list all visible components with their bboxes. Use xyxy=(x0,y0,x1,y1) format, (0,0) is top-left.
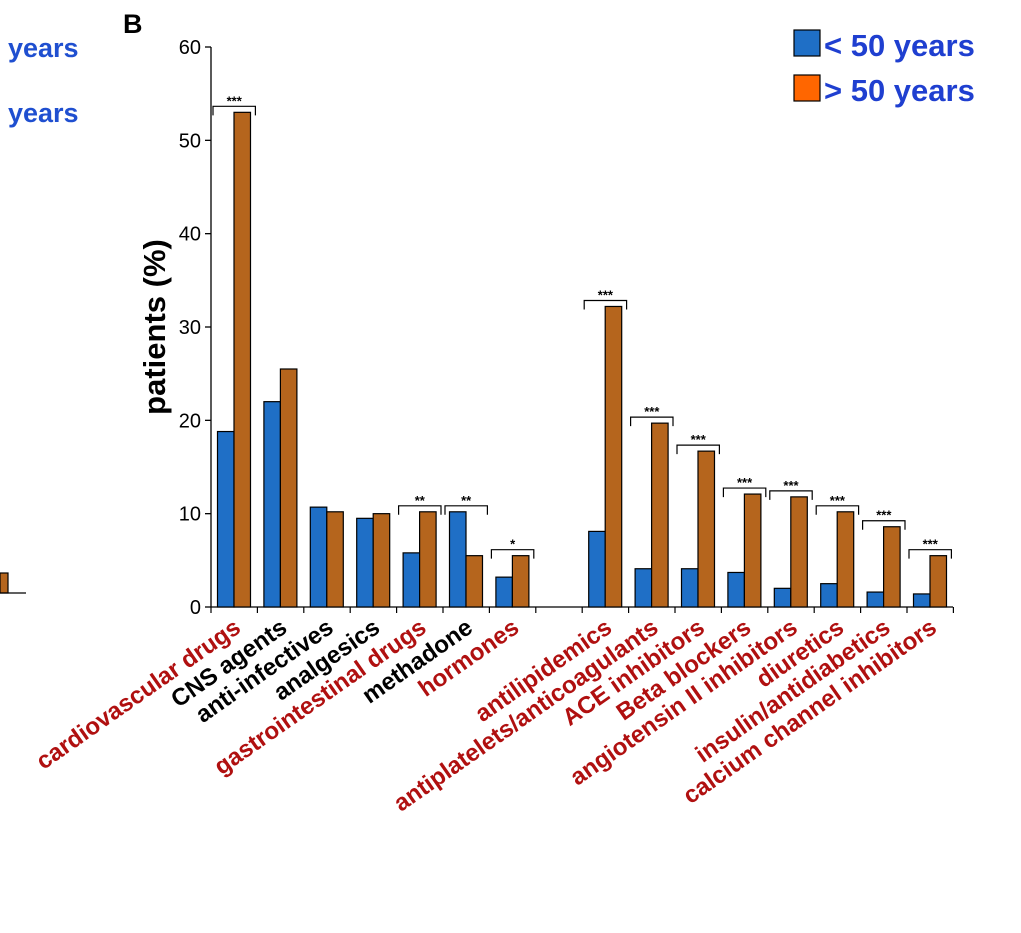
y-tick-label: 50 xyxy=(179,130,201,152)
significance-brackets: ***** *************** ************ xyxy=(212,93,952,559)
y-tick-label: 10 xyxy=(179,504,201,526)
bar-under-50 xyxy=(356,517,374,608)
significance-bracket xyxy=(583,299,628,310)
legend-label-over-50: > 50 years xyxy=(824,73,975,108)
bar-under-50 xyxy=(866,591,885,608)
significance-stars: *** xyxy=(876,508,892,523)
bar-over-50 xyxy=(279,368,298,608)
bar-under-50 xyxy=(263,401,281,608)
bar-under-50 xyxy=(495,576,513,608)
significance-stars: *** xyxy=(644,404,660,419)
significance-stars: *** xyxy=(691,432,707,447)
significance-bracket xyxy=(212,105,256,116)
significance-stars: *** xyxy=(830,493,846,508)
significance-bracket xyxy=(490,549,535,559)
panel-a-partial-bar xyxy=(0,572,9,594)
significance-stars: *** xyxy=(598,287,614,302)
bar-under-50 xyxy=(634,568,653,608)
y-tick-label: 0 xyxy=(190,597,201,619)
bar-over-50 xyxy=(465,555,484,608)
significance-bracket xyxy=(862,520,906,530)
bars xyxy=(216,111,948,608)
bar-under-50 xyxy=(773,587,792,608)
bar-under-50 xyxy=(680,568,699,608)
significance-stars: *** xyxy=(227,93,243,108)
bar-over-50 xyxy=(836,511,855,608)
significance-stars: ** xyxy=(415,493,426,508)
bar-under-50 xyxy=(588,530,606,608)
bar-over-50 xyxy=(697,450,716,608)
significance-stars: *** xyxy=(923,537,939,552)
bar-over-50 xyxy=(419,511,437,608)
legend-swatch-under-50 xyxy=(793,29,821,57)
y-tick-label: 30 xyxy=(179,317,201,339)
panel-a-legend-label-1: years xyxy=(8,33,79,63)
bar-over-50 xyxy=(929,555,948,608)
legend-label-under-50: < 50 years xyxy=(824,28,975,63)
significance-bracket xyxy=(398,505,442,515)
panel-a-fragment: years years xyxy=(0,33,79,594)
y-axis-label: patients (%) xyxy=(137,239,172,415)
significance-stars: *** xyxy=(783,478,799,493)
bar-over-50 xyxy=(650,422,669,608)
y-tick-label: 40 xyxy=(179,224,201,246)
bar-over-50 xyxy=(743,493,762,608)
significance-bracket xyxy=(444,505,488,515)
bar-under-50 xyxy=(912,593,931,608)
bar-over-50 xyxy=(511,555,530,608)
significance-stars: *** xyxy=(737,475,753,490)
significance-stars: ** xyxy=(461,493,472,508)
panel-label: B xyxy=(123,9,143,39)
significance-stars: * xyxy=(510,537,516,552)
bar-under-50 xyxy=(216,430,235,608)
significance-bracket xyxy=(815,505,860,515)
significance-bracket xyxy=(722,487,767,498)
significance-bracket xyxy=(908,549,952,559)
bar-under-50 xyxy=(820,583,838,608)
bar-over-50 xyxy=(326,511,344,608)
y-tick-label: 20 xyxy=(179,410,201,432)
bar-over-50 xyxy=(790,496,808,608)
bar-over-50 xyxy=(233,111,252,608)
significance-bracket xyxy=(676,444,720,455)
bar-over-50 xyxy=(882,526,901,608)
bar-under-50 xyxy=(309,506,328,608)
legend: < 50 years > 50 years xyxy=(793,28,975,108)
bar-over-50 xyxy=(604,305,623,608)
bar-under-50 xyxy=(402,552,421,608)
y-tick-label: 60 xyxy=(179,37,201,59)
significance-bracket xyxy=(630,416,674,427)
panel-a-legend-label-2: years xyxy=(8,98,79,128)
bar-over-50 xyxy=(372,513,391,608)
bar-under-50 xyxy=(727,571,746,608)
legend-swatch-over-50 xyxy=(793,74,821,102)
significance-bracket xyxy=(769,490,813,500)
bar-under-50 xyxy=(448,511,467,608)
